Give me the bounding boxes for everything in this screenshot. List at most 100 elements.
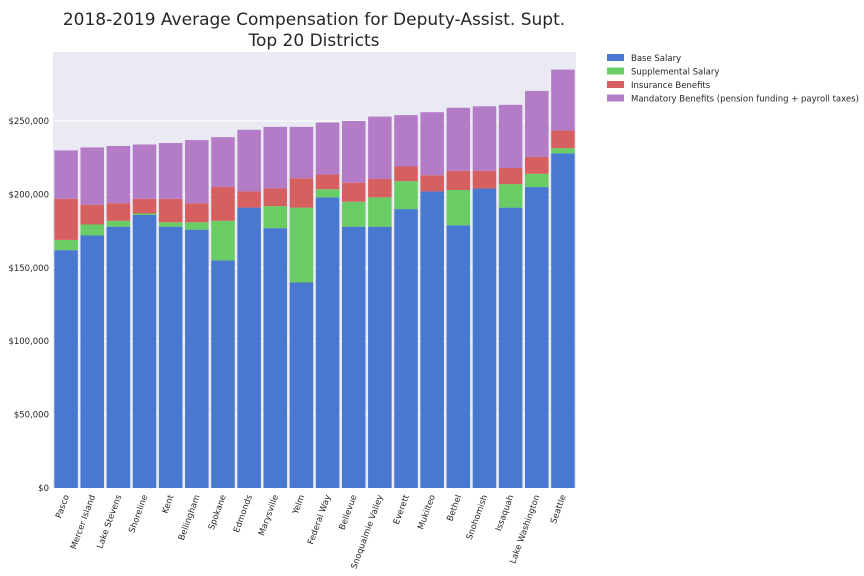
bar-segment — [211, 220, 235, 261]
legend-swatch — [607, 94, 624, 102]
legend-label: Supplemental Salary — [631, 68, 719, 78]
bar-segment — [472, 188, 497, 488]
bar-segment — [132, 198, 157, 214]
y-tick-label: $0 — [38, 484, 49, 494]
bar-segment — [263, 126, 288, 189]
x-tick-label: Shoreline — [127, 494, 150, 535]
bar-segment — [289, 126, 314, 179]
y-tick-label: $100,000 — [8, 337, 49, 347]
bar-segment — [446, 225, 471, 488]
bars — [54, 69, 575, 489]
bar-segment — [185, 229, 209, 488]
bar-segment — [211, 137, 235, 188]
bar-segment — [420, 175, 444, 192]
y-tick-label: $200,000 — [8, 190, 49, 200]
x-tick-label: Pasco — [54, 494, 72, 520]
x-tick-label: Bethel — [445, 494, 464, 523]
bar-segment — [368, 197, 392, 227]
x-tick-label: Kent — [161, 493, 177, 515]
bar-segment — [341, 120, 366, 183]
bar-segment — [472, 170, 497, 189]
bar-segment — [551, 130, 575, 149]
x-tick-label: Yelm — [291, 494, 308, 517]
bar-segment — [237, 191, 261, 208]
bar-segment — [106, 220, 131, 227]
bar-segment — [185, 222, 209, 230]
x-tick-label: Mercer Island — [69, 494, 98, 551]
bar-segment — [54, 198, 78, 240]
bar-segment — [341, 201, 366, 227]
bar-segment — [289, 178, 314, 208]
bar-segment — [289, 207, 314, 283]
bar-segment — [54, 150, 78, 199]
x-tick-label: Marysville — [257, 494, 281, 538]
x-tick-label: Snohomish — [465, 494, 490, 542]
legend-label: Insurance Benefits — [631, 81, 711, 91]
bar-segment — [341, 182, 366, 202]
bar-segment — [446, 189, 471, 226]
bar-segment — [211, 187, 235, 221]
bar-segment — [551, 148, 575, 154]
bar-segment — [420, 191, 444, 488]
bar-segment — [106, 145, 131, 204]
bar-segment — [263, 206, 288, 229]
bar-segment — [368, 178, 392, 198]
bar-segment — [551, 153, 575, 489]
legend-label: Base Salary — [631, 54, 681, 64]
x-tick-label: Federal Way — [306, 494, 333, 546]
x-tick-label: Edmonds — [232, 493, 255, 534]
y-tick-label: $150,000 — [8, 264, 49, 274]
bar-segment — [80, 235, 104, 488]
bar-segment — [289, 282, 314, 488]
bar-segment — [211, 260, 235, 488]
y-tick-labels: $0 $50,000 $100,000 $150,000 $200,000 $250,00… — [8, 117, 49, 494]
bar-segment — [525, 156, 549, 174]
bar-segment — [185, 203, 209, 223]
bar-segment — [132, 213, 157, 215]
bar-segment — [341, 226, 366, 488]
x-tick-label: Everett — [392, 493, 412, 526]
bar-segment — [525, 173, 549, 188]
bar-segment — [498, 207, 523, 488]
x-tick-label: Seattle — [549, 494, 569, 526]
x-tick-label: Issaquah — [494, 494, 516, 533]
bar-segment — [394, 166, 418, 182]
bar-segment — [132, 214, 157, 488]
bar-segment — [525, 90, 549, 157]
legend-swatch — [607, 67, 624, 75]
bar-segment — [80, 204, 104, 225]
bar-segment — [498, 184, 523, 208]
bar-segment — [263, 228, 288, 488]
bar-segment — [551, 69, 575, 131]
bar-segment — [368, 116, 392, 179]
x-tick-label: Spokane — [207, 494, 229, 532]
bar-segment — [498, 167, 523, 185]
x-tick-label: Bellevue — [338, 494, 360, 532]
bar-segment — [315, 189, 340, 198]
bar-segment — [237, 207, 261, 488]
bar-segment — [368, 226, 392, 488]
plot-area — [53, 52, 576, 488]
bar-segment — [54, 239, 78, 251]
bar-segment — [106, 226, 131, 488]
bar-segment — [158, 226, 183, 488]
legend: Base Salary Supplemental Salary Insurance … — [607, 54, 859, 105]
bar-segment — [158, 198, 183, 223]
bar-segment — [446, 107, 471, 171]
y-tick-label: $250,000 — [8, 117, 49, 127]
bar-segment — [80, 224, 104, 236]
bar-segment — [420, 112, 444, 176]
legend-swatch — [607, 54, 624, 61]
bar-segment — [158, 143, 183, 199]
bar-segment — [237, 129, 261, 192]
bar-segment — [54, 250, 78, 488]
legend-label: Mandatory Benefits (pension funding + pa… — [631, 95, 859, 105]
x-tick-label: Mukilteo — [416, 494, 438, 531]
bar-segment — [185, 140, 209, 204]
bar-segment — [446, 170, 471, 190]
chart-title-line-2: Top 20 Districts — [247, 31, 379, 51]
bar-segment — [394, 181, 418, 210]
bar-segment — [106, 203, 131, 221]
